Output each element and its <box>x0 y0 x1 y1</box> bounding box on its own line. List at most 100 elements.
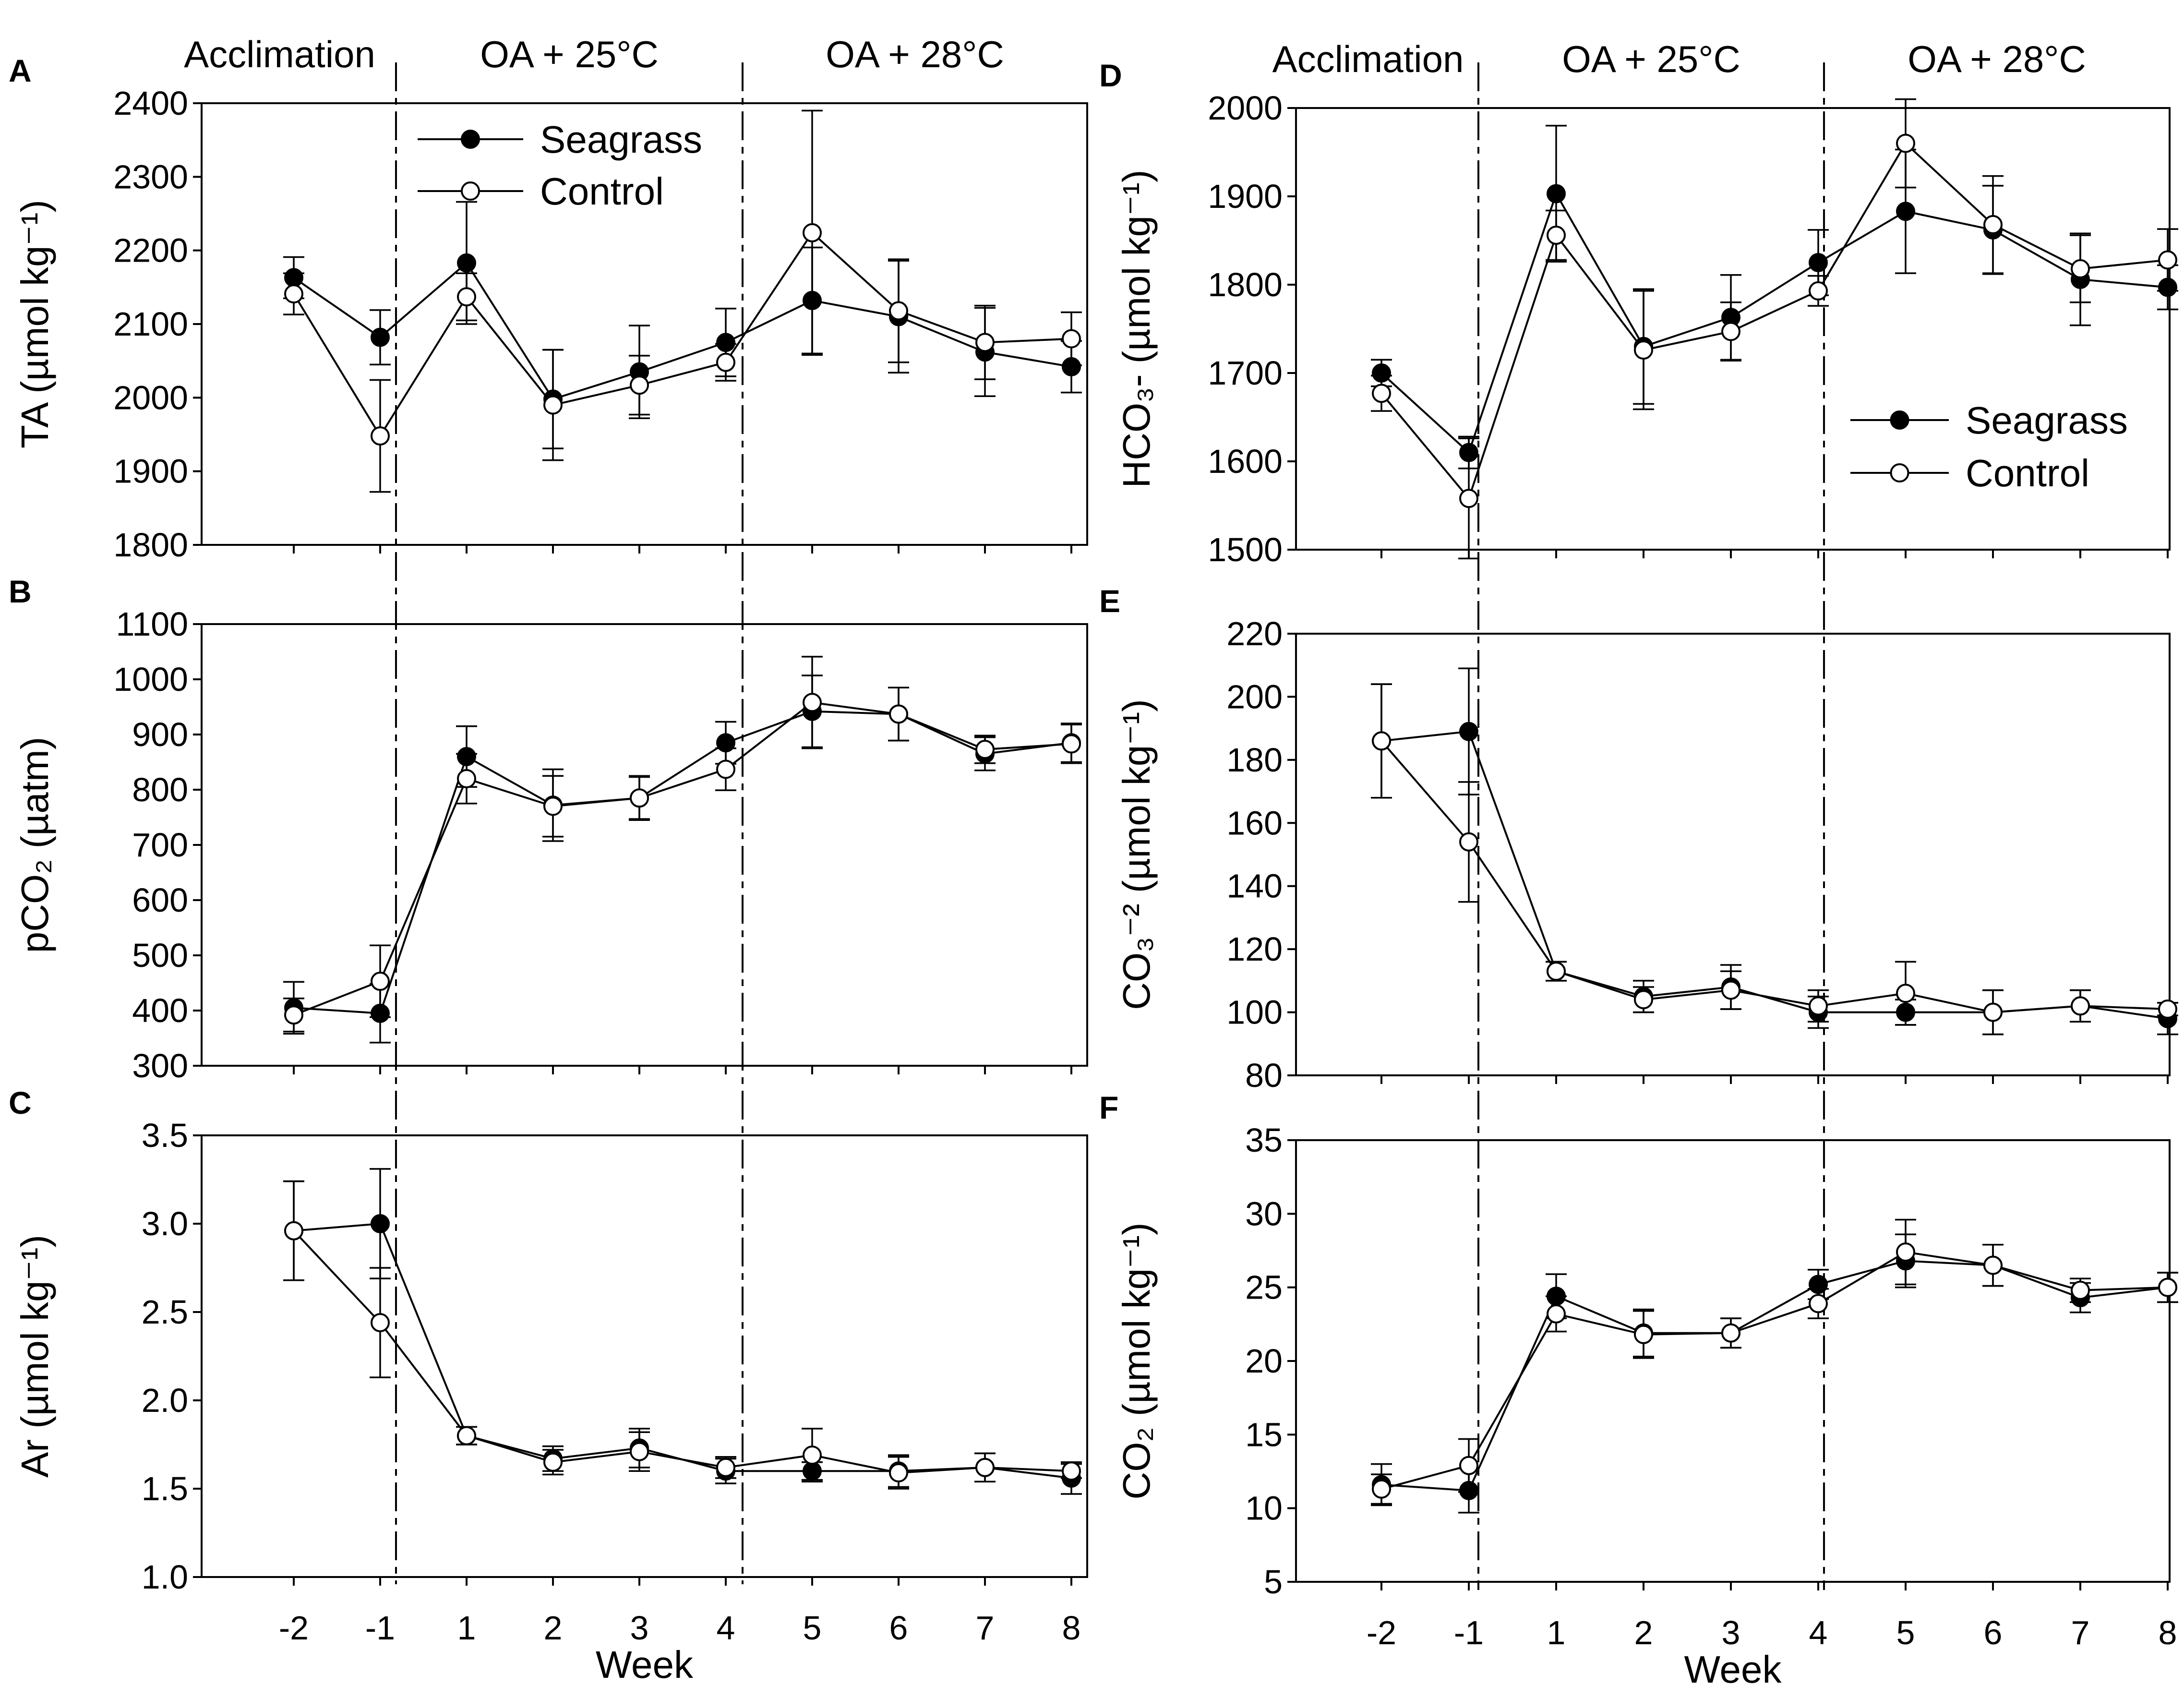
data-point-seagrass <box>803 1461 822 1481</box>
data-point-control <box>1459 832 1478 852</box>
data-point-control <box>2071 1280 2090 1300</box>
y-tick-label: 30 <box>1245 1195 1283 1232</box>
data-point-seagrass <box>371 1214 390 1233</box>
data-point-control <box>1062 329 1081 349</box>
right-x-tick-label: -2 <box>1367 1614 1396 1651</box>
legend-item-control: Control <box>418 170 664 213</box>
legend-marker <box>461 130 480 149</box>
data-point-control <box>543 395 563 415</box>
series-line-control <box>293 1230 1072 1474</box>
y-tick-label: 80 <box>1245 1057 1283 1094</box>
data-point-seagrass <box>1809 1275 1828 1294</box>
data-point-control <box>1547 225 1566 245</box>
panel-letter: B <box>9 574 32 609</box>
data-point-control <box>716 1457 735 1477</box>
y-tick-label: 1500 <box>1208 531 1283 568</box>
left-x-tick-label: 3 <box>630 1609 649 1647</box>
y-tick-label: 2200 <box>113 232 188 269</box>
right-x-tick-label: 3 <box>1722 1614 1740 1651</box>
left-x-tick-label: 5 <box>803 1609 822 1647</box>
left-x-tick-label: 1 <box>457 1609 476 1647</box>
data-point-control <box>975 740 995 759</box>
data-point-control <box>1809 281 1828 301</box>
data-point-control <box>630 375 649 395</box>
data-point-control <box>457 287 476 307</box>
data-point-control <box>1896 133 1915 153</box>
panel-letter: D <box>1099 58 1122 93</box>
left-phase-label-1: Acclimation <box>184 33 375 75</box>
series-line-control <box>293 231 1072 438</box>
y-tick-label: 900 <box>132 716 188 753</box>
y-tick-label: 1700 <box>1208 354 1283 392</box>
y-tick-label: 800 <box>132 771 188 808</box>
data-point-control <box>457 769 476 788</box>
right-column-decor: Acclimation OA + 25°C OA + 28°C -2 -1 1 2 3 4 5 6 7… <box>1272 38 2177 1686</box>
y-tick-label: 2400 <box>113 84 188 122</box>
panel-letter: F <box>1099 1090 1118 1125</box>
y-tick-label: 140 <box>1226 867 1283 905</box>
legend-item-control: Control <box>1850 452 2089 494</box>
series-line-seagrass <box>1381 730 2168 1020</box>
y-tick-label: 3.5 <box>142 1117 188 1154</box>
y-tick-label: 1900 <box>1208 178 1283 215</box>
y-axis-title: CO₂ (µmol kg⁻¹) <box>1115 1222 1158 1499</box>
y-tick-label: 2000 <box>113 379 188 416</box>
y-tick-label: 1800 <box>113 526 188 564</box>
y-axis-title: HCO₃- (µmol kg⁻¹) <box>1115 169 1158 488</box>
data-point-control <box>889 1463 908 1482</box>
data-point-seagrass <box>716 733 735 753</box>
data-point-control <box>1634 340 1653 360</box>
series-line-control <box>1380 142 2168 501</box>
data-point-control <box>1062 1461 1081 1481</box>
y-tick-label: 2.0 <box>142 1382 188 1419</box>
data-point-control <box>2158 250 2177 270</box>
left-x-tick-label: 4 <box>717 1609 735 1647</box>
data-point-control <box>1372 731 1391 751</box>
data-point-control <box>889 301 908 321</box>
data-point-control <box>803 223 822 242</box>
data-point-control <box>2071 996 2090 1016</box>
y-axis-title: TA (µmol kg⁻¹) <box>13 200 56 448</box>
left-phase-label-2: OA + 25°C <box>480 33 659 75</box>
right-phase-label-2: OA + 25°C <box>1562 38 1740 80</box>
y-tick-label: 2000 <box>1208 89 1283 127</box>
data-point-control <box>1634 990 1653 1010</box>
right-phase-label-1: Acclimation <box>1272 38 1464 80</box>
data-point-control <box>543 1452 563 1472</box>
y-tick-label: 1900 <box>113 453 188 490</box>
legend: Seagrass Control <box>418 118 702 213</box>
data-point-control <box>1983 1255 2003 1275</box>
series-line-control <box>293 701 1072 1016</box>
data-point-seagrass <box>284 268 303 288</box>
data-point-seagrass <box>1459 1481 1478 1500</box>
y-tick-label: 180 <box>1226 741 1283 779</box>
data-point-control <box>1983 1002 2003 1022</box>
data-point-seagrass <box>803 290 822 310</box>
panel-d: D 1500 1600 1700 1800 1900 2000 HCO₃- (µmol kg⁻… <box>1099 58 2178 568</box>
plot-frame <box>1295 633 2171 1076</box>
y-axis-title: CO₃⁻² (µmol kg⁻¹) <box>1115 699 1158 1010</box>
data-point-control <box>543 796 563 816</box>
data-point-control <box>716 759 735 779</box>
data-point-control <box>1459 1456 1478 1475</box>
data-point-seagrass <box>1547 184 1566 204</box>
data-point-control <box>1634 1325 1653 1344</box>
panel-c: C 1.0 1.5 2.0 2.5 3.0 3.5 Ar (µmol kg⁻¹) <box>9 1085 1088 1596</box>
legend-item-seagrass: Seagrass <box>418 118 702 161</box>
y-axis-title: pCO₂ (µatm) <box>13 737 56 953</box>
data-point-control <box>1896 984 1915 1003</box>
y-tick-label: 400 <box>132 992 188 1029</box>
y-tick-label: 15 <box>1245 1416 1283 1453</box>
left-phase-label-3: OA + 28°C <box>826 33 1004 75</box>
data-point-control <box>630 1442 649 1461</box>
left-x-tick-label: 2 <box>544 1609 563 1647</box>
legend-label: Control <box>540 170 664 213</box>
plot-frame <box>1295 1139 2171 1583</box>
y-tick-label: 120 <box>1226 930 1283 968</box>
right-x-tick-label: 5 <box>1896 1614 1915 1651</box>
data-point-control <box>284 1005 303 1025</box>
right-x-tick-label: 1 <box>1547 1614 1566 1651</box>
y-tick-label: 500 <box>132 937 188 974</box>
series-line-seagrass <box>293 1222 1072 1479</box>
legend-marker <box>461 181 480 201</box>
